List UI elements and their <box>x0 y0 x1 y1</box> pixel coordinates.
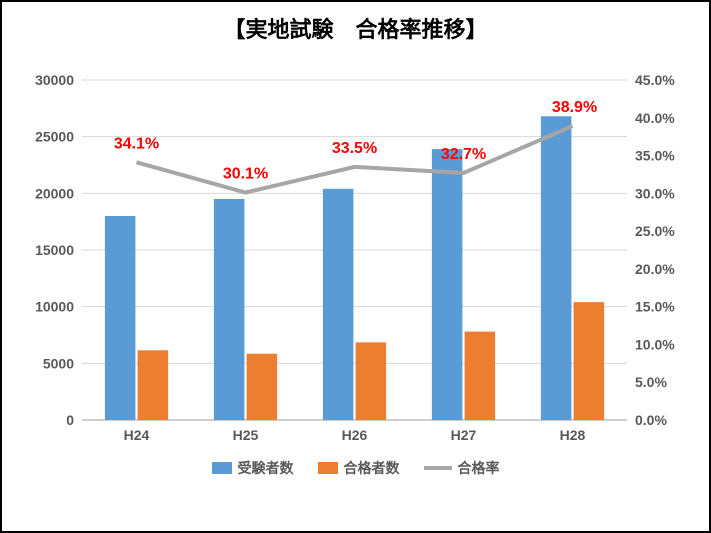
bar-series1 <box>541 116 572 420</box>
svg-text:H27: H27 <box>451 427 477 443</box>
bar-series1 <box>105 216 136 420</box>
legend-swatch-line <box>424 466 452 470</box>
bar-series2 <box>465 332 496 420</box>
svg-text:15000: 15000 <box>35 242 74 258</box>
bar-series1 <box>323 189 354 420</box>
line-data-label: 33.5% <box>332 140 377 157</box>
bar-series2 <box>574 302 605 420</box>
legend-item-bar2: 合格者数 <box>318 458 400 478</box>
svg-text:35.0%: 35.0% <box>635 148 675 164</box>
legend-label-bar1: 受験者数 <box>238 458 294 478</box>
line-data-label: 38.9% <box>552 99 597 116</box>
svg-text:H26: H26 <box>342 427 368 443</box>
legend-item-line: 合格率 <box>424 458 500 478</box>
legend-label-line: 合格率 <box>458 458 500 478</box>
svg-text:10000: 10000 <box>35 299 74 315</box>
legend-swatch-bar2 <box>318 462 338 474</box>
svg-text:20.0%: 20.0% <box>635 261 675 277</box>
svg-text:H24: H24 <box>124 427 150 443</box>
svg-text:25.0%: 25.0% <box>635 223 675 239</box>
svg-text:30000: 30000 <box>35 72 74 88</box>
svg-text:5000: 5000 <box>43 355 74 371</box>
plot-area: 0 5000 10000 15000 20000 25000 30000 0.0% 5.0% 10… <box>22 50 689 450</box>
legend-item-bar1: 受験者数 <box>212 458 294 478</box>
bar-series1 <box>214 199 245 420</box>
line-data-label: 32.7% <box>441 146 486 163</box>
line-data-label: 34.1% <box>114 135 159 152</box>
legend-label-bar2: 合格者数 <box>344 458 400 478</box>
bar-series2 <box>138 350 169 420</box>
svg-text:H28: H28 <box>560 427 586 443</box>
svg-text:10.0%: 10.0% <box>635 336 675 352</box>
svg-text:H25: H25 <box>233 427 259 443</box>
svg-text:40.0%: 40.0% <box>635 110 675 126</box>
bar-series2 <box>247 354 278 420</box>
svg-text:0.0%: 0.0% <box>635 412 667 428</box>
svg-text:0: 0 <box>66 412 74 428</box>
svg-text:25000: 25000 <box>35 129 74 145</box>
svg-text:20000: 20000 <box>35 185 74 201</box>
svg-text:30.0%: 30.0% <box>635 185 675 201</box>
line-data-label: 30.1% <box>223 166 268 183</box>
chart-frame: 【実地試験 合格率推移】 0 5000 10000 15000 20000 25000 30… <box>0 0 711 533</box>
bar-series1 <box>432 149 463 420</box>
svg-text:15.0%: 15.0% <box>635 299 675 315</box>
chart-title: 【実地試験 合格率推移】 <box>22 12 689 44</box>
legend-swatch-bar1 <box>212 462 232 474</box>
bar-series2 <box>356 342 387 420</box>
svg-text:5.0%: 5.0% <box>635 374 667 390</box>
line-series <box>137 126 573 192</box>
chart-svg: 0 5000 10000 15000 20000 25000 30000 0.0% 5.0% 10… <box>22 50 682 450</box>
svg-text:45.0%: 45.0% <box>635 72 675 88</box>
legend: 受験者数 合格者数 合格率 <box>22 458 689 478</box>
